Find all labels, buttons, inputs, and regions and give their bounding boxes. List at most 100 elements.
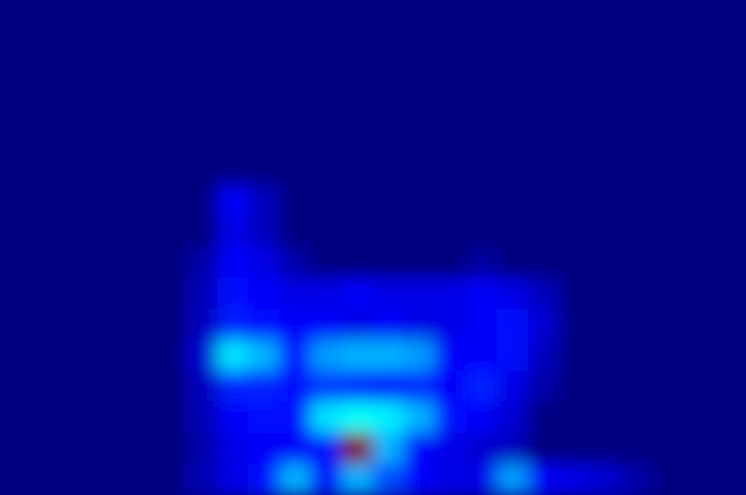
heatmap-cell [435, 309, 467, 341]
heatmap-cell [93, 0, 125, 31]
heatmap-cell [217, 402, 249, 434]
heatmap-cell [528, 30, 560, 62]
heatmap-cell [124, 402, 156, 434]
heatmap-cell [186, 123, 218, 155]
heatmap-cell [497, 154, 529, 186]
heatmap-cell [279, 402, 311, 434]
heatmap-cell [435, 61, 467, 93]
heatmap-cell [559, 371, 591, 403]
heatmap-cell [621, 402, 653, 434]
heatmap-cell [279, 30, 311, 62]
heatmap-cell [404, 247, 436, 279]
heatmap-cell [341, 92, 373, 124]
heatmap-cell [466, 216, 498, 248]
heatmap-cell [155, 61, 187, 93]
heatmap-cell [31, 92, 63, 124]
heatmap-cell [124, 371, 156, 403]
heatmap-cell [124, 464, 156, 495]
heatmap-cell [497, 340, 529, 372]
heatmap-cell [590, 30, 622, 62]
heatmap-cell [435, 340, 467, 372]
heatmap-cell [714, 433, 746, 465]
heatmap-cell [404, 340, 436, 372]
heatmap-cell [155, 30, 187, 62]
heatmap-cell [248, 0, 280, 31]
heatmap-cell [621, 0, 653, 31]
heatmap-cell [217, 154, 249, 186]
heatmap-cell [373, 464, 405, 495]
heatmap-cell [652, 278, 684, 310]
heatmap-cell [93, 154, 125, 186]
heatmap-cell [341, 216, 373, 248]
heatmap-cell [621, 154, 653, 186]
heatmap-cell [559, 464, 591, 495]
heatmap-cell [404, 278, 436, 310]
heatmap-cell [652, 185, 684, 217]
heatmap-cell [155, 278, 187, 310]
heatmap-cell [652, 247, 684, 279]
heatmap-cell [683, 340, 715, 372]
heatmap-cell [683, 371, 715, 403]
heatmap-cell [341, 61, 373, 93]
heatmap-cell [155, 402, 187, 434]
heatmap-cell [404, 154, 436, 186]
heatmap-cell [404, 92, 436, 124]
heatmap-cell [559, 278, 591, 310]
heatmap-cell [714, 216, 746, 248]
heatmap-cell [590, 278, 622, 310]
heatmap-cell [590, 92, 622, 124]
heatmap-cell [248, 340, 280, 372]
heatmap-cell [683, 0, 715, 31]
heatmap-cell [652, 154, 684, 186]
heatmap-cell [186, 154, 218, 186]
heatmap-cell [466, 0, 498, 31]
heatmap-cell [124, 185, 156, 217]
heatmap-cell [186, 340, 218, 372]
heatmap-cell [466, 61, 498, 93]
heatmap-cell [528, 433, 560, 465]
heatmap-cell [217, 216, 249, 248]
heatmap-cell [435, 247, 467, 279]
heatmap-cell [310, 433, 342, 465]
heatmap-cell [435, 123, 467, 155]
heatmap-cell [124, 154, 156, 186]
heatmap-cell [683, 278, 715, 310]
heatmap-cell [714, 247, 746, 279]
heatmap-cell [497, 216, 529, 248]
heatmap-cell [186, 247, 218, 279]
heatmap-cell [155, 464, 187, 495]
heatmap-cell [652, 30, 684, 62]
heatmap-cell [683, 154, 715, 186]
heatmap-cell [217, 0, 249, 31]
heatmap-cell [155, 92, 187, 124]
heatmap-cell [497, 0, 529, 31]
heatmap-cell [186, 464, 218, 495]
heatmap-cell [124, 216, 156, 248]
heatmap-cell [528, 464, 560, 495]
heatmap-cell [31, 0, 63, 31]
heatmap-cell [652, 123, 684, 155]
heatmap-cell [93, 464, 125, 495]
heatmap-cell [155, 216, 187, 248]
heatmap-cell [683, 309, 715, 341]
heatmap-cell [0, 0, 32, 31]
heatmap-cell [621, 464, 653, 495]
heatmap-cell [93, 433, 125, 465]
heatmap-cell [373, 216, 405, 248]
heatmap-cell [714, 340, 746, 372]
heatmap-cell [0, 309, 32, 341]
heatmap-cell [528, 123, 560, 155]
heatmap-cell [0, 185, 32, 217]
heatmap-cell [466, 371, 498, 403]
heatmap-cell [310, 278, 342, 310]
heatmap-cell [528, 402, 560, 434]
heatmap-cell [341, 123, 373, 155]
heatmap-cell [31, 216, 63, 248]
heatmap-cell [124, 0, 156, 31]
heatmap-cell [404, 309, 436, 341]
heatmap-cell [31, 154, 63, 186]
heatmap-cell [279, 123, 311, 155]
heatmap-cell [248, 185, 280, 217]
heatmap-cell [62, 216, 94, 248]
heatmap-cell [404, 402, 436, 434]
